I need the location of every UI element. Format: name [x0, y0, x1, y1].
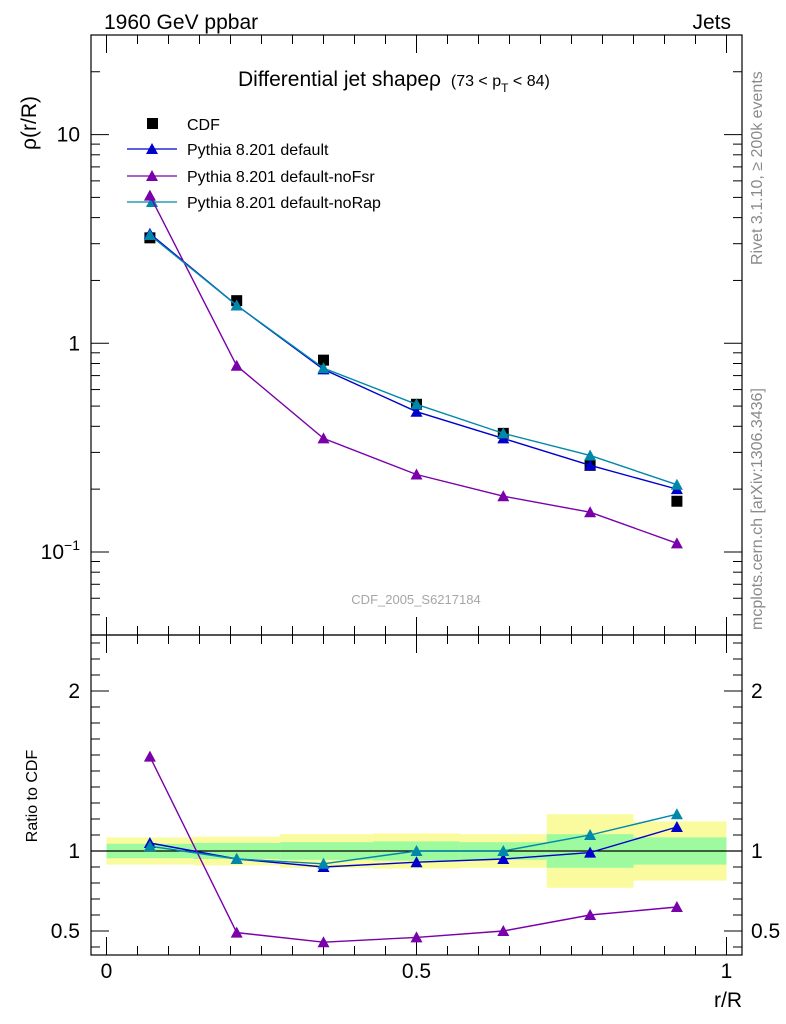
main-y-tick-label: 10−1: [41, 537, 81, 564]
data-point-pythia-8-201-default-nofsr: [584, 506, 597, 518]
main-series-layer: [143, 189, 683, 549]
legend-label-cdf: CDF: [187, 117, 220, 134]
legend: CDF Pythia 8.201 default Pythia 8.201 de…: [127, 117, 381, 212]
ratio-point-pythia-8-201-default-nofsr: [410, 931, 423, 943]
legend-entry-pythia-default: Pythia 8.201 default: [127, 142, 329, 159]
data-point-pythia-8-201-default-nofsr: [317, 432, 330, 444]
main-y-tick-label-exp: −1: [64, 537, 80, 553]
data-point-pythia-8-201-default-norap: [670, 478, 683, 490]
series-pythia-8-201-default-norap: [143, 229, 683, 490]
ratio-point-pythia-8-201-default-nofsr: [143, 750, 156, 762]
ratio-point-pythia-8-201-default-norap: [317, 857, 330, 869]
ratio-axis-ticks: [91, 635, 742, 955]
ratio-point-pythia-8-201-default-norap: [143, 840, 156, 852]
rivet-version-label: Rivet 3.1.10, ≥ 200k events: [749, 71, 766, 265]
data-point-pythia-8-201-default-norap: [230, 299, 243, 311]
legend-label-pythia-norap: Pythia 8.201 default-noRap: [187, 195, 381, 212]
x-tick-label: 0.5: [402, 960, 431, 983]
data-point-pythia-8-201-default: [584, 459, 597, 471]
ratio-y-tick-label-left: 1: [68, 840, 80, 863]
ratio-point-pythia-8-201-default-norap: [497, 845, 510, 856]
header-right: Jets: [692, 11, 731, 34]
ratio-point-pythia-8-201-default: [584, 846, 597, 858]
legend-entry-cdf: CDF: [147, 117, 220, 134]
ratio-point-pythia-8-201-default-norap: [584, 829, 597, 840]
ratio-point-pythia-8-201-default-nofsr: [584, 909, 597, 920]
ratio-point-pythia-8-201-default-nofsr: [497, 925, 510, 936]
legend-marker-pythia-default: [146, 143, 158, 154]
chart-title-range-sub: T: [501, 81, 509, 95]
data-point-pythia-8-201-default-nofsr: [497, 490, 510, 502]
chart-title: Differential jet shapeρ (73 < pT < 84): [238, 68, 550, 95]
ratio-y-tick-label-left: 2: [68, 680, 80, 703]
data-point-pythia-8-201-default-nofsr: [410, 468, 423, 480]
ratio-panel: 2 21 10.5 0.5 0 0.5 1 Ratio to CDF r/R: [24, 634, 780, 1012]
ratio-y-tick-label-right: 0.5: [751, 920, 780, 943]
ratio-series-pythia-8-201-default-norap: [143, 808, 683, 869]
chart-title-range-end: < 84): [508, 73, 549, 90]
ratio-y-tick-label-right: 2: [751, 680, 763, 703]
main-y-tick-label-base: 10: [41, 541, 64, 564]
data-point-pythia-8-201-default-nofsr: [143, 189, 156, 201]
ratio-series-pythia-8-201-default-nofsr: [143, 750, 683, 948]
data-point-pythia-8-201-default-norap: [410, 398, 423, 410]
ratio-y-tick-label-right: 1: [751, 840, 763, 863]
ratio-plot-frame: [90, 634, 743, 956]
main-y-tick-label: 10: [57, 124, 80, 147]
data-point-pythia-8-201-default-norap: [143, 229, 156, 241]
x-tick-label: 0: [101, 960, 113, 983]
ratio-y-tick-labels: 2 2 1 1 0.5 0.5: [51, 680, 780, 943]
data-point-pythia-8-201-default-norap: [584, 449, 597, 461]
legend-marker-cdf: [147, 118, 158, 129]
ratio-point-pythia-8-201-default-nofsr: [230, 926, 243, 938]
ratio-series-layer: [143, 750, 683, 948]
data-point-pythia-8-201-default: [410, 405, 423, 417]
ratio-point-pythia-8-201-default-norap: [410, 845, 423, 856]
main-axis-ticks: [91, 34, 742, 636]
ratio-point-pythia-8-201-default: [670, 821, 683, 832]
series-pythia-8-201-default-nofsr: [143, 189, 683, 549]
ratio-point-pythia-8-201-default-norap: [670, 808, 683, 820]
ratio-point-pythia-8-201-default: [410, 856, 423, 868]
x-axis-label: r/R: [714, 989, 742, 1012]
ratio-y-axis-label: Ratio to CDF: [24, 750, 41, 843]
data-point-pythia-8-201-default-norap: [497, 427, 510, 439]
ratio-point-pythia-8-201-default-nofsr: [317, 936, 330, 948]
data-point-pythia-8-201-default-nofsr: [670, 537, 683, 549]
header-left: 1960 GeV ppbar: [104, 11, 258, 34]
data-point-pythia-8-201-default-norap: [317, 362, 330, 374]
legend-label-pythia-default: Pythia 8.201 default: [187, 142, 329, 159]
data-point-cdf: [671, 495, 683, 507]
ratio-y-tick-label-left: 0.5: [51, 920, 80, 943]
ratio-point-pythia-8-201-default-nofsr: [670, 901, 683, 912]
legend-marker-pythia-nofsr: [146, 170, 158, 181]
ratio-point-pythia-8-201-default-norap: [230, 853, 243, 864]
chart-title-main: Differential jet shapeρ: [238, 68, 441, 91]
legend-label-pythia-nofsr: Pythia 8.201 default-noFsr: [187, 169, 375, 186]
chart-title-range: (73 < p: [451, 73, 501, 90]
main-y-tick-label: 1: [68, 332, 80, 355]
legend-entry-pythia-nofsr: Pythia 8.201 default-noFsr: [127, 169, 375, 186]
analysis-watermark: CDF_2005_S6217184: [351, 592, 480, 607]
ratio-x-tick-labels: 0 0.5 1: [101, 960, 733, 983]
data-point-pythia-8-201-default-nofsr: [230, 359, 243, 371]
mcplots-label: mcplots.cern.ch [arXiv:1306.3436]: [749, 388, 766, 630]
x-tick-label: 1: [721, 960, 733, 983]
ratio-point-pythia-8-201-default: [497, 853, 510, 864]
main-y-axis-label: ρ(r/R): [18, 96, 41, 150]
data-point-cdf: [318, 354, 329, 366]
